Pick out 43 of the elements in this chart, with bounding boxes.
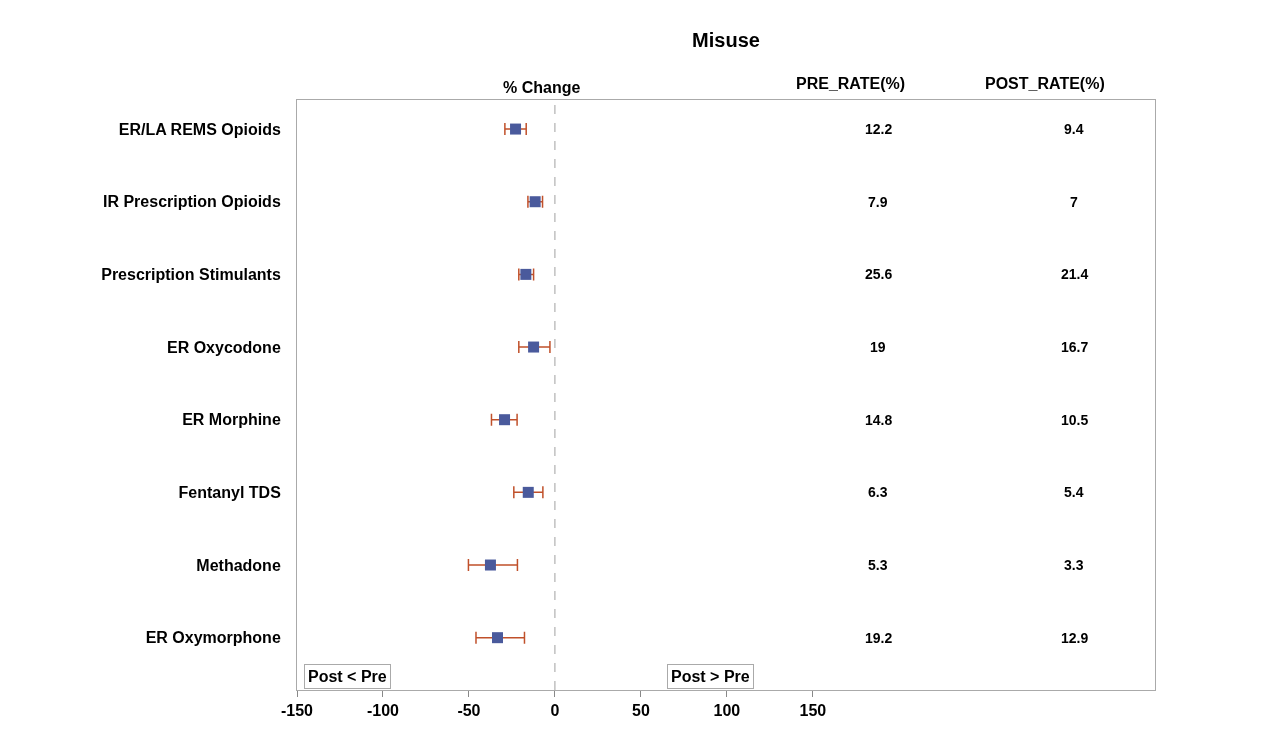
annotation: 14.8	[865, 412, 893, 428]
x-tick-label: -150	[280, 702, 314, 720]
x-axis-title: % Change	[503, 79, 581, 96]
annotation: 21.4	[1061, 266, 1089, 282]
annotation: Post < Pre	[308, 668, 387, 685]
annotation: 3.3	[1064, 557, 1084, 573]
point	[528, 341, 540, 353]
y-tick-label: Fentanyl TDS	[178, 483, 282, 501]
y-tick-label: ER Oxycodone	[166, 338, 281, 356]
annotation: 5.4	[1064, 484, 1084, 500]
y-tick-label: ER Morphine	[182, 411, 281, 429]
x-tick-label: -50	[457, 702, 481, 720]
annotation: 19.2	[865, 630, 893, 646]
annotation: 12.9	[1061, 630, 1089, 646]
text: POST_RATE(%)	[985, 75, 1105, 92]
annotation: 12.2	[865, 121, 893, 137]
annotation: Post > Pre	[671, 668, 750, 685]
annotation: 19	[870, 339, 886, 355]
annotation: 5.3	[868, 557, 888, 573]
point	[522, 486, 534, 498]
text: PRE_RATE(%)	[796, 75, 906, 92]
annotation: 7.9	[868, 194, 888, 210]
annotation: 16.7	[1061, 339, 1089, 355]
annotation: 10.5	[1061, 412, 1089, 428]
annotation: 25.6	[865, 266, 893, 282]
y-tick-label: Methadone	[196, 556, 281, 574]
point	[484, 559, 496, 571]
point	[499, 414, 511, 426]
x-tick-label: 0	[550, 702, 560, 720]
point	[510, 123, 522, 135]
y-tick-label: IR Prescription Opioids	[102, 193, 281, 211]
y-tick-label: ER/LA REMS Opioids	[118, 120, 281, 138]
point	[491, 632, 503, 644]
annotation: 7	[1070, 194, 1078, 210]
y-tick-label: ER Oxymorphone	[145, 629, 281, 647]
x-tick-label: -100	[366, 702, 400, 720]
annotation: 6.3	[868, 484, 888, 500]
x-tick-label: 50	[631, 702, 650, 720]
chart-title: Misuse	[692, 29, 760, 51]
y-tick-label: Prescription Stimulants	[101, 265, 281, 283]
x-tick-label: 100	[713, 702, 741, 720]
x-tick-label: 150	[799, 702, 827, 720]
annotation: 9.4	[1064, 121, 1084, 137]
